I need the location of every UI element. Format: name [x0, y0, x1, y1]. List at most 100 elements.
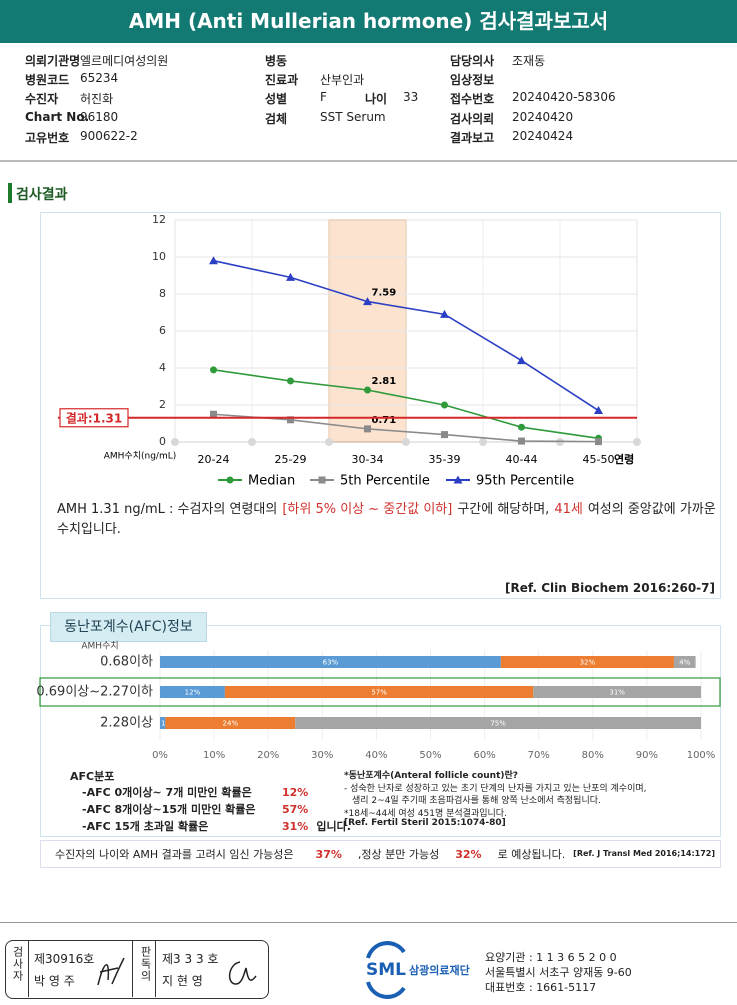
x-tick-label: 20-24 — [198, 453, 230, 466]
summary: 수진자의 나이와 AMH 결과를 고려시 임신 가능성은 37% ,정상 분만 가능… — [55, 846, 581, 862]
bar-segment — [673, 656, 696, 668]
x-tick-label: 40-44 — [506, 453, 538, 466]
y-tick-label: 4 — [159, 361, 166, 374]
info-label: 담당의사 — [450, 54, 495, 68]
reader-no: 제3 3 3 호 — [162, 952, 219, 966]
info-value: 20240420-58306 — [512, 90, 616, 104]
value-label: 57% — [371, 689, 387, 697]
legend-label: Median — [248, 474, 295, 489]
category-label: 0.69이상~2.27이하 — [36, 685, 153, 700]
bar-segment — [533, 686, 701, 698]
point — [364, 425, 371, 433]
bar-segment — [160, 656, 501, 668]
separator — [0, 160, 737, 162]
series-line — [213, 369, 599, 440]
info-value: 엘르메디여성의원 — [80, 54, 169, 68]
info-value: 33 — [403, 90, 419, 104]
summary-part: 로 예상됩니다. — [497, 848, 566, 861]
info-label: 수진자 — [25, 92, 59, 106]
summary-part: 수진자의 나이와 AMH 결과를 고려시 임신 가능성은 — [55, 848, 294, 861]
distribution-row: -AFC 0개이상~ 7개 미만인 확률은 12% — [82, 784, 316, 800]
line-chart: 0 2 4 6 8 10 12 20-24 25-29 30-34 35-39 40-44 45-50 연… — [58, 213, 641, 489]
y-tick-label: 0 — [159, 435, 166, 448]
bar-segment — [224, 686, 534, 698]
reader-title: 판독의 — [139, 946, 152, 982]
point — [441, 401, 448, 409]
info-value: 조재동 — [512, 54, 546, 68]
axis-dot — [479, 438, 487, 446]
bar-segment — [160, 686, 225, 698]
info-value: 900622-2 — [80, 129, 138, 143]
distribution-text: -AFC 15개 초과일 확률은 — [82, 820, 209, 833]
info-label: 임상정보 — [450, 73, 495, 87]
x-tick-label: 40% — [365, 750, 387, 761]
value-label: 12% — [185, 689, 201, 697]
note: *18세~44세 여성 451명 분석결과입니다. — [344, 808, 507, 819]
point — [441, 431, 448, 439]
x-tick-label: 30% — [311, 750, 333, 761]
x-tick-label: 20% — [257, 750, 279, 761]
data-label: 2.81 — [372, 376, 397, 387]
point — [363, 297, 372, 306]
summary-reference: [Ref. J Transl Med 2016;14:172] — [573, 849, 715, 858]
interpretation-part: 41세 — [554, 502, 583, 517]
bar-segment — [160, 717, 166, 729]
info-value: SST Serum — [320, 110, 386, 124]
interpretation: AMH 1.31 ng/mL : 수검자의 연령대의 [하위 5% 이상 ~ 중간… — [57, 500, 717, 540]
distribution-value: 12% — [282, 786, 309, 799]
category-header: AMH수치 — [81, 640, 118, 652]
info-label: 나이 — [365, 92, 388, 106]
info-label: 고유번호 — [25, 131, 70, 145]
info-label: 병동 — [265, 54, 288, 68]
series-line — [213, 413, 599, 443]
distribution-text: -AFC 0개이상~ 7개 미만인 확률은 — [82, 786, 252, 799]
info-value: 20240424 — [512, 129, 574, 143]
point — [210, 366, 217, 374]
summary-box — [40, 840, 721, 868]
logo-org: 삼광의료재단 — [409, 963, 470, 977]
x-tick-label: 35-39 — [429, 453, 461, 466]
distribution-value: 57% — [282, 803, 309, 816]
category-label: 0.68이하 — [100, 655, 153, 670]
x-tick-label: 45-50 — [583, 453, 615, 466]
note: *동난포계수(Anteral follicle count)란? — [344, 771, 518, 781]
reference: [Ref. Clin Biochem 2016:260-7] — [505, 581, 715, 595]
value-label: 32% — [580, 659, 596, 667]
footer-vline — [155, 941, 156, 997]
point — [287, 377, 294, 385]
info-value: 96180 — [80, 110, 119, 124]
point — [209, 256, 218, 265]
note: 생리 2~4일 주기때 초음파검사를 통해 양쪽 난소에서 측정됩니다. — [352, 796, 601, 806]
footer-info: 대표번호 : 1661-5117 — [485, 981, 597, 994]
interpretation-part: 구간에 해당하며, — [457, 502, 550, 517]
info-label: 검사의뢰 — [450, 112, 495, 126]
info-label: 검체 — [265, 112, 288, 126]
point — [594, 406, 603, 415]
x-tick-label: 0% — [152, 750, 168, 761]
value-label: 4% — [679, 659, 690, 667]
examiner-no: 제30916호 — [34, 952, 95, 966]
distribution-row: -AFC 15개 초과일 확률은 31% 입니다. — [82, 818, 351, 834]
x-tick-label: 30-34 — [352, 453, 384, 466]
info-value: 허진화 — [80, 92, 114, 106]
legend-label: 5th Percentile — [340, 474, 430, 489]
footer-vline — [28, 941, 29, 997]
footer-line — [0, 922, 737, 923]
point — [518, 437, 525, 445]
x-tick-label: 25-29 — [275, 453, 307, 466]
y-axis-title: AMH수치(ng/mL) — [104, 450, 177, 462]
value-label: 63% — [323, 659, 339, 667]
axis-dot — [633, 438, 641, 446]
point — [517, 356, 526, 365]
logo-arc — [366, 941, 406, 959]
legend-marker — [453, 475, 463, 484]
header-bar — [0, 0, 737, 43]
x-tick-label: 70% — [528, 750, 550, 761]
value-label: 24% — [223, 720, 239, 728]
x-tick-label: 90% — [636, 750, 658, 761]
examiner-title: 검사자 — [11, 946, 24, 982]
logo-mark: SML — [366, 960, 406, 980]
examiner-name: 박 영 주 — [34, 974, 75, 988]
section-title: 검사결과 — [16, 187, 68, 203]
